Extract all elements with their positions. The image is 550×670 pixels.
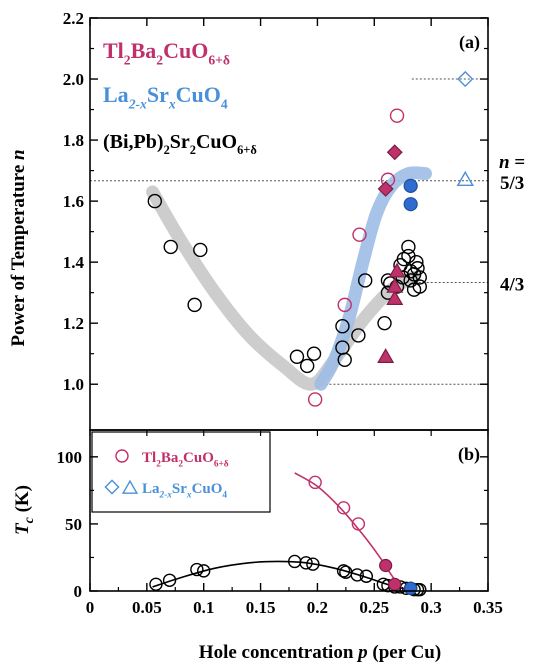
y-tick-label-a-0: 1.0 [63,375,84,394]
point-a-tl_triangle-3 [388,262,406,278]
panel-b: Tl2Ba2CuO6+δ La2-xSrxCuO4 0 50 100 0 0.05 0.1 0.… [57,429,503,617]
x-tick-label-6: 0.3 [421,598,442,617]
y-tick-label-a-1: 1.2 [63,314,84,333]
point-b-bi_open-6 [306,557,320,571]
point-a-bi_open-3 [193,242,208,258]
point-b-bi_open-10 [359,569,374,583]
point-b-tl_filled-1 [388,577,402,591]
point-b-tl_filled-0 [379,558,393,573]
y-tick-label-a-4: 1.8 [63,131,84,150]
point-a-tl_triangle-1 [386,290,404,305]
point-a-bi_open-6 [306,346,322,361]
point-a-la_diamond_open-0 [457,70,474,88]
point-b-tl_open-1 [336,501,351,515]
x-axis-title: Hole concentration p (per Cu) [199,642,441,663]
point-a-tl_open-4 [389,108,405,123]
legend-a-la: La2-xSrxCuO4 [103,82,228,112]
point-b-tl_open-2 [351,517,366,531]
point-a-bi_open-29 [412,279,427,294]
point-a-bi_open-27 [410,261,425,276]
point-a-bi_open-26 [409,254,424,270]
point-a-tl_open-2 [352,227,367,242]
y-axis-title-b: Tc (K) [12,485,37,535]
point-a-tl_triangle-0 [377,348,395,363]
point-a-bi_open-28 [412,270,427,285]
point-a-tl_diamond-0 [377,180,394,197]
legend-b-la: La2-xSrxCuO4 [142,481,227,501]
point-a-la_filled-1 [403,197,418,212]
point-b-bi_open-7 [336,564,351,578]
guide-curve-gray [146,185,421,391]
legend-a-tl: Tl2Ba2CuO6+δ [103,38,230,68]
point-a-tl_diamond-1 [386,144,403,161]
x-tick-label-2: 0.1 [193,598,214,617]
fit-curve-bi_dome [152,560,409,591]
panel-label-a: (a) [459,32,480,53]
point-a-bi_open-20 [401,239,416,255]
point-b-bi_open-3 [197,564,211,578]
y-tick-label-b-1: 50 [65,515,82,534]
point-a-bi_open-5 [299,358,315,374]
point-b-bi_open-1 [162,573,177,587]
x-tick-label-5: 0.25 [359,598,389,617]
y-tick-label-a-2: 1.4 [63,253,85,272]
point-a-tl_open-1 [337,297,352,313]
x-tick-label-0: 0 [86,598,95,617]
point-b-bi_open-9 [350,568,364,582]
ref-label-2: 5/3 [500,173,524,194]
guide-curve-blue [314,166,432,391]
y-tick-label-a-3: 1.6 [63,192,84,211]
legend-box-b [91,431,271,513]
legend-a-bi: (Bi,Pb)2Sr2CuO6+δ [103,131,257,157]
point-b-bi_open-2 [190,562,204,577]
point-a-bi_open-12 [377,315,392,331]
point-a-bi_open-2 [187,297,202,313]
y-tick-label-b-2: 100 [57,448,83,467]
panel-label-b: (b) [458,444,480,465]
x-tick-label-7: 0.35 [473,598,503,617]
point-a-bi_open-1 [163,239,178,255]
y-axis-title-a: Power of Temperature n [8,149,29,346]
legend-b-marker-diamond [104,479,120,495]
point-b-tl_open-0 [308,475,322,490]
y-tick-label-b-0: 0 [74,582,83,601]
point-a-bi_open-7 [335,319,350,334]
y-tick-label-a-6: 2.2 [63,9,84,28]
legend-b-marker-circle [115,449,129,463]
panel-a: 1.0 1.2 1.4 1.6 1.8 2.0 2.2 (a) Tl2Ba2CuO6+δ La2-… [63,9,525,431]
legend-b-marker-triangle [121,479,139,494]
point-b-bi_open-5 [299,556,313,570]
point-a-la_triangle_open-0 [456,170,474,187]
point-a-bi_open-9 [337,352,352,368]
y-tick-label-a-5: 2.0 [63,70,84,89]
ref-label-1: 4/3 [500,275,524,296]
x-tick-label-1: 0.05 [132,598,162,617]
point-a-la_filled-0 [403,178,418,193]
point-a-bi_open-10 [351,328,366,343]
point-a-bi_open-0 [147,193,163,209]
point-b-la_filled-0 [404,581,418,595]
point-a-tl_triangle-2 [386,277,404,293]
x-tick-label-4: 0.2 [307,598,328,617]
point-a-bi_open-4 [289,349,305,364]
n-equals-label: n = [499,152,525,173]
point-a-tl_open-0 [307,392,323,407]
x-tick-label-3: 0.15 [246,598,276,617]
point-a-bi_open-11 [357,273,373,288]
legend-b-tl: Tl2Ba2CuO6+δ [142,450,229,470]
